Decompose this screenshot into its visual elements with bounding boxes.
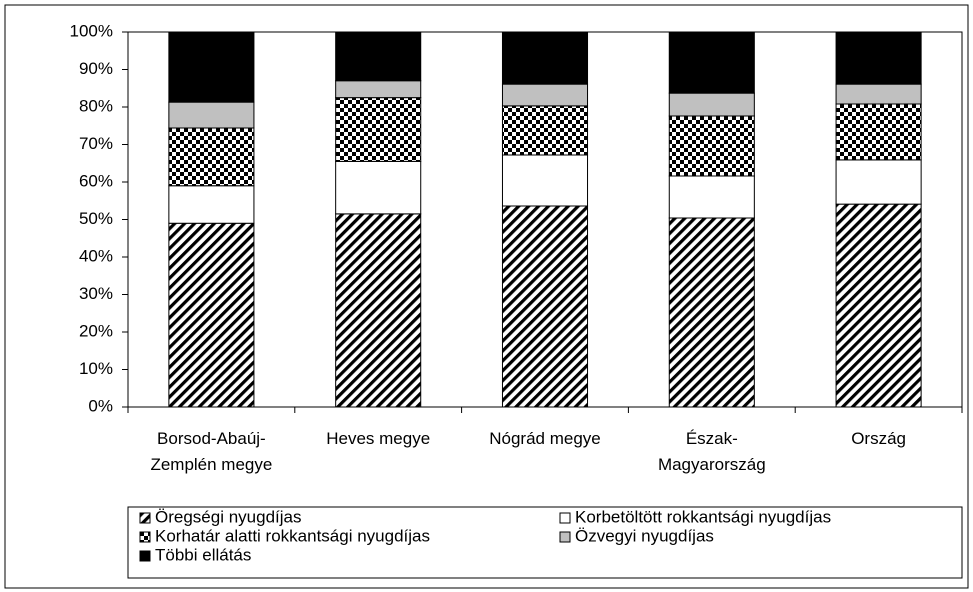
bar-segment xyxy=(501,31,589,85)
x-tick-label: Észak- Magyarország xyxy=(657,429,766,474)
bar-segment xyxy=(501,105,589,156)
legend-marker xyxy=(139,531,151,543)
legend-marker xyxy=(559,512,571,524)
bar-segment xyxy=(335,213,422,408)
legend-marker xyxy=(139,512,151,524)
bar-segment xyxy=(335,97,422,162)
x-tick-label: Ország xyxy=(851,429,906,448)
legend-label: Öregségi nyugdíjas xyxy=(155,507,301,526)
legend-marker xyxy=(559,531,571,543)
bar-segment xyxy=(835,83,922,105)
y-tick-label: 90% xyxy=(79,59,113,78)
bar-segment xyxy=(168,127,255,187)
bar-segment xyxy=(168,222,255,408)
y-tick-label: 20% xyxy=(79,321,113,340)
y-tick-label: 60% xyxy=(79,171,113,190)
legend-label: Többi ellátás xyxy=(155,545,251,564)
legend-marker xyxy=(139,550,151,562)
bar-segment xyxy=(335,80,422,99)
y-tick-label: 30% xyxy=(79,284,113,303)
y-tick-label: 80% xyxy=(79,96,113,115)
y-tick-label: 40% xyxy=(79,246,113,265)
legend-label: Korbetöltött rokkantsági nyugdíjas xyxy=(575,507,831,526)
y-tick-label: 10% xyxy=(79,359,113,378)
y-tick-label: 100% xyxy=(70,21,113,40)
legend-label: Korhatár alatti rokkantsági nyugdíjas xyxy=(155,526,430,545)
y-tick-label: 50% xyxy=(79,209,113,228)
bar-segment xyxy=(501,83,589,107)
x-tick-label: Nógrád megye xyxy=(489,429,601,448)
bar-segment xyxy=(668,175,755,219)
legend-box xyxy=(127,506,963,579)
bar-segment xyxy=(668,217,755,408)
bar-segment xyxy=(835,159,922,205)
bar-segment xyxy=(668,92,755,117)
bar-segment xyxy=(335,31,422,82)
bar-segment xyxy=(835,203,922,408)
bar-segment xyxy=(501,205,589,408)
bar-segment xyxy=(835,31,922,85)
y-tick-label: 0% xyxy=(88,396,113,415)
bar-segment xyxy=(668,31,755,94)
bar-segment xyxy=(168,101,255,129)
bar-segment xyxy=(168,31,255,103)
bar-segment xyxy=(335,160,422,215)
bar-segment xyxy=(168,185,255,224)
bar-segment xyxy=(501,154,589,207)
x-tick-label: Heves megye xyxy=(326,429,431,448)
y-tick-label: 70% xyxy=(79,134,113,153)
legend-label: Özvegyi nyugdíjas xyxy=(575,526,714,545)
bar-segment xyxy=(668,115,755,177)
bar-segment xyxy=(835,103,922,161)
x-tick-label: Borsod-Abaúj- Zemplén megye xyxy=(150,429,273,474)
